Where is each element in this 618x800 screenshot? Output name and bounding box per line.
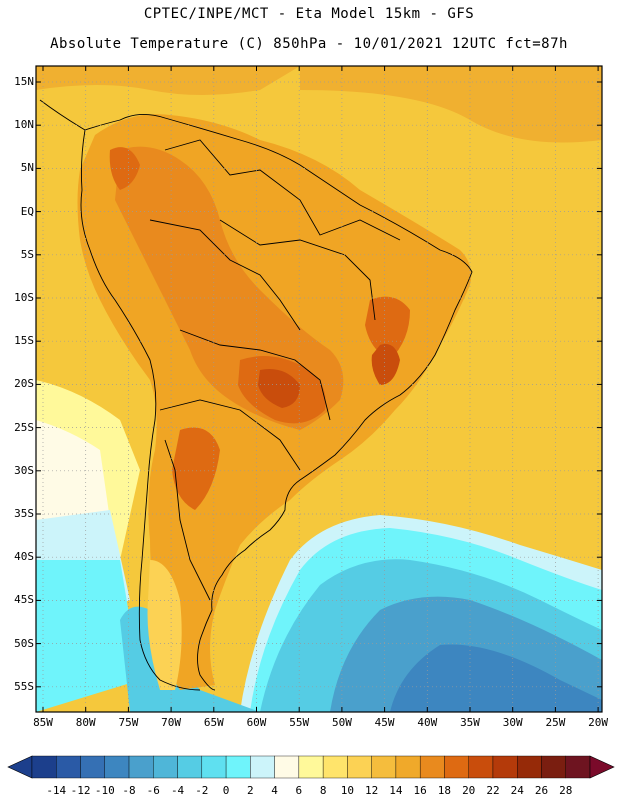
colorbar-swatch (541, 755, 566, 779)
colorbar-label: 2 (247, 784, 254, 797)
lat-label: 25S (14, 420, 34, 434)
deep-cold-core (390, 644, 602, 712)
colorbar-swatch (298, 755, 324, 779)
colorbar-swatch (565, 755, 591, 779)
colorbar-swatch (322, 755, 348, 779)
colorbar-label: 18 (437, 784, 452, 797)
colorbar-label: -2 (195, 784, 209, 797)
lon-label: 65W (203, 716, 224, 729)
lon-label: 55W (289, 716, 310, 729)
colorbar-swatch (177, 755, 203, 779)
temperature-field (36, 66, 602, 712)
interior-hot-zone (115, 146, 344, 430)
lon-label: 30W (502, 716, 523, 729)
colorbar-label: 10 (340, 784, 355, 797)
colorbar-swatch (274, 755, 300, 779)
colorbar-swatch (492, 755, 518, 779)
coastlines (39, 99, 473, 691)
axis-ticks (36, 66, 602, 712)
country-borders (149, 139, 401, 601)
colorbar-swatch (56, 755, 81, 779)
lon-label: 35W (460, 716, 480, 729)
colorbar-label: 20 (462, 784, 476, 797)
lon-label: 20W (588, 716, 609, 729)
lat-label: 5S (20, 247, 34, 261)
map-title: CPTEC/INPE/MCT - Eta Model 15km - GFS (143, 6, 475, 22)
colorbar-swatch (468, 755, 494, 779)
colorbar-swatch (517, 755, 542, 779)
colorbar-swatch (371, 755, 397, 779)
colorbar-swatch (347, 755, 372, 779)
lon-label: 40W (417, 716, 438, 729)
lon-label: 80W (75, 716, 96, 729)
atlantic-coastline (39, 99, 473, 691)
colorbar-swatch (225, 755, 251, 779)
lon-label: 50W (331, 716, 352, 729)
colorbar-label: 4 (271, 784, 278, 797)
colorbar-label: 16 (413, 784, 427, 797)
colorbar-swatch (128, 755, 154, 779)
colorbar-label: -10 (94, 784, 115, 797)
lon-label: 25W (545, 716, 566, 729)
lon-label: 85W (33, 716, 53, 729)
paraguay-hot-core (258, 369, 300, 408)
lat-label: 35S (14, 507, 34, 520)
colorbar-label: 28 (559, 784, 573, 797)
colorbar-swatch (31, 755, 57, 779)
colorbar-max-arrow (589, 755, 615, 779)
north-ocean-band (300, 66, 602, 143)
lat-label: 45S (14, 593, 34, 607)
colorbar-label: -6 (146, 784, 160, 797)
colorbar-label: 14 (389, 784, 403, 797)
colorbar-label: -14 (46, 784, 67, 797)
colorbar-label: -12 (70, 784, 91, 797)
pacific-cool-zone (36, 420, 110, 540)
colorbar-swatch (104, 755, 130, 779)
lat-label: 10N (14, 118, 34, 132)
colorbar (7, 755, 615, 779)
lat-label: EQ (20, 204, 34, 218)
map-subtitle: Absolute Temperature (C) 850hPa - 10/01/… (50, 36, 568, 52)
colorbar-min-arrow (7, 755, 33, 779)
colorbar-swatch (80, 755, 105, 779)
colorbar-label: 26 (534, 784, 549, 797)
colorbar-label: 6 (295, 784, 303, 797)
colorbar-label: 12 (365, 784, 379, 797)
lon-label: 45W (374, 716, 395, 729)
lon-label: 75W (118, 716, 139, 729)
brazil-east-hot-core (371, 344, 400, 385)
colorbar-swatch (250, 755, 275, 779)
lat-label: 10S (14, 291, 34, 304)
pacific-coastline (80, 129, 201, 691)
colorbar-swatch (395, 755, 421, 779)
lat-label: 15N (14, 75, 34, 88)
colorbar-label: 0 (222, 784, 230, 797)
brazil-east-hot-spot (365, 296, 410, 360)
lat-label: 50S (14, 636, 34, 650)
lat-label: 55S (14, 679, 34, 693)
lon-label: 60W (246, 716, 267, 729)
colorbar-swatch (201, 755, 227, 779)
colorbar-swatch (444, 755, 469, 779)
lat-label: 40S (14, 550, 34, 564)
map-frame (35, 65, 603, 713)
lat-label: 15S (14, 334, 34, 348)
colorbar-swatch (419, 755, 445, 779)
colorbar-label: -4 (170, 784, 185, 797)
patagonia-mild (147, 560, 182, 690)
colorbar-label: 24 (510, 784, 524, 797)
colorbar-swatch (153, 755, 178, 779)
lat-label: 30S (14, 463, 34, 477)
colorbar-label: -8 (122, 784, 136, 797)
lat-label: 20S (14, 377, 34, 391)
lon-label: 70W (161, 716, 182, 729)
argentina-hot-spot (172, 427, 220, 510)
colorbar-label: 22 (486, 784, 500, 797)
northwest-ocean-band (36, 66, 300, 95)
colorbar-label: 8 (319, 784, 327, 797)
pacific-colder-zone (36, 560, 140, 712)
lat-label: 5N (20, 161, 34, 175)
